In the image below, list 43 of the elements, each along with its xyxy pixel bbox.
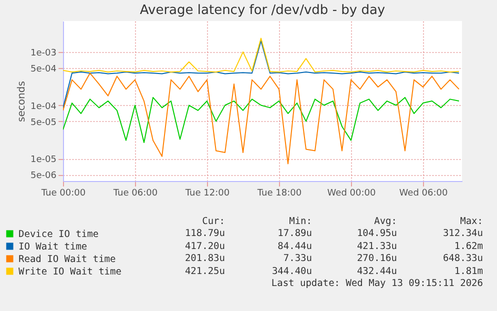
x-tick-label: Tue 12:00	[184, 188, 230, 198]
x-tick-label: Tue 00:00	[40, 188, 86, 198]
text: 1.62m	[454, 240, 483, 252]
legend-label: IO Wait time	[18, 241, 88, 252]
line-series	[63, 72, 460, 164]
legend-label: Device IO time	[18, 228, 99, 240]
text: 1.81m	[454, 266, 483, 277]
text: 118.79u	[184, 228, 225, 240]
text: Max:	[460, 216, 483, 227]
text: 201.83u	[184, 253, 225, 264]
text: 104.95u	[356, 228, 397, 240]
text: 421.33u	[356, 240, 397, 252]
y-tick-label: 1e-04	[30, 102, 57, 112]
text: 648.33u	[442, 253, 483, 264]
legend-label: Read IO Wait time	[18, 254, 116, 265]
text: 84.44u	[278, 240, 312, 252]
text: Min:	[289, 216, 312, 227]
y-tick-label: 5e-04	[30, 64, 57, 74]
x-tick-label: Tue 18:00	[256, 188, 302, 198]
x-tick-label: Wed 06:00	[399, 188, 448, 198]
text: Cur:	[202, 216, 225, 227]
text: 17.89u	[278, 228, 312, 240]
text: 270.16u	[356, 253, 397, 264]
chart-title: Average latency for /dev/vdb - by day	[140, 3, 386, 18]
text: 344.40u	[272, 266, 312, 277]
text: Last update: Wed May 13 09:15:11 2026	[271, 278, 483, 290]
y-tick-label: 1e-05	[30, 155, 56, 166]
line-series	[63, 38, 460, 73]
y-tick-label: 1e-03	[30, 48, 56, 58]
text: 421.25u	[184, 266, 225, 277]
y-axis-title: seconds	[16, 81, 28, 122]
text: 417.20u	[184, 240, 225, 252]
text: Avg:	[374, 216, 397, 227]
line-series	[63, 96, 460, 144]
text: 7.33u	[283, 253, 312, 264]
line-series	[63, 40, 460, 108]
legend-label: Write IO Wait time	[18, 266, 122, 278]
x-tick-label: Wed 00:00	[327, 188, 376, 198]
text: 312.34u	[442, 228, 483, 240]
x-tick-label: Tue 06:00	[112, 188, 158, 198]
text: 432.44u	[356, 266, 397, 277]
y-tick-label: 5e-05	[30, 118, 56, 128]
y-tick-label: 5e-06	[30, 171, 57, 182]
